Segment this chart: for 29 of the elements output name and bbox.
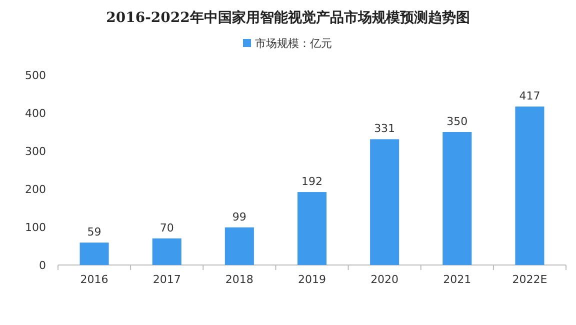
data-label: 99 xyxy=(232,210,246,224)
y-tick-label: 100 xyxy=(25,221,46,234)
bar xyxy=(80,242,109,265)
data-label: 331 xyxy=(374,122,396,136)
x-tick-label: 2019 xyxy=(298,273,326,286)
x-tick-label: 2018 xyxy=(225,273,254,286)
chart-title: 2016-2022年中国家用智能视觉产品市场规模预测趋势图 xyxy=(106,9,470,26)
legend-label: 市场规模：亿元 xyxy=(255,37,332,50)
y-tick-label: 300 xyxy=(25,145,46,158)
x-tick-label: 2021 xyxy=(443,273,472,286)
bar xyxy=(515,106,544,265)
bar xyxy=(224,227,254,265)
y-tick-label: 400 xyxy=(25,107,46,120)
bar xyxy=(152,238,182,265)
x-tick-label: 2020 xyxy=(370,273,399,286)
data-label: 417 xyxy=(519,90,540,103)
bar xyxy=(442,132,472,265)
bar xyxy=(370,139,400,265)
x-tick-label: 2017 xyxy=(152,273,181,286)
y-tick-label: 500 xyxy=(25,69,46,82)
data-label: 192 xyxy=(302,175,322,188)
data-label: 70 xyxy=(160,221,174,234)
data-label: 350 xyxy=(446,115,468,128)
y-tick-label: 200 xyxy=(25,183,46,196)
data-label: 59 xyxy=(87,226,102,239)
y-tick-label: 0 xyxy=(39,259,46,272)
bar xyxy=(297,192,327,265)
x-tick-label: 2016 xyxy=(80,273,108,286)
x-tick-label: 2022E xyxy=(512,273,548,286)
